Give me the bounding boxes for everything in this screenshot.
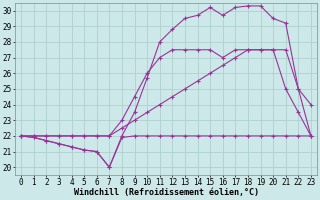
X-axis label: Windchill (Refroidissement éolien,°C): Windchill (Refroidissement éolien,°C) <box>74 188 259 197</box>
